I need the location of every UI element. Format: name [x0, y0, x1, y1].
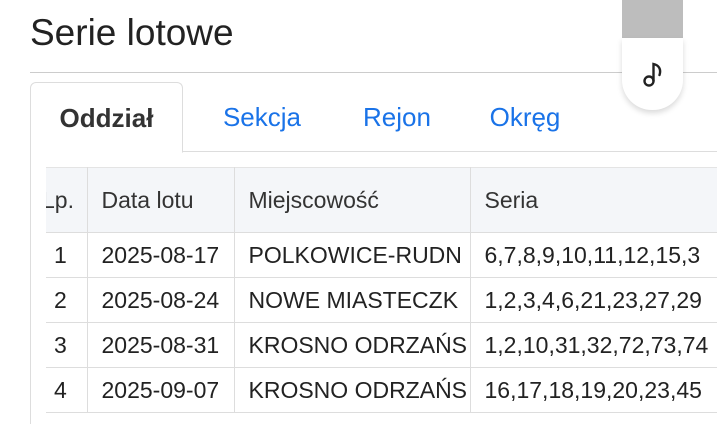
- series-cell: 16,17,18,19,20,23,45: [470, 367, 717, 413]
- floating-media-widget[interactable]: [622, 0, 683, 110]
- tab-okreg[interactable]: Okręg: [489, 102, 561, 132]
- music-button[interactable]: [622, 38, 683, 110]
- table-header-row: Lp. Data lotu Miejscowość Seria: [46, 167, 717, 233]
- column-header-lp[interactable]: Lp.: [46, 167, 88, 233]
- tab-panel: Lp. Data lotu Miejscowość Seria 12025-08…: [30, 152, 717, 424]
- tab-oddzial[interactable]: Oddział: [30, 82, 183, 153]
- row-number-cell: 4: [46, 367, 88, 413]
- flight-date-cell: 2025-08-31: [87, 322, 235, 368]
- widget-handle[interactable]: [622, 0, 683, 38]
- flight-series-table: Lp. Data lotu Miejscowość Seria 12025-08…: [46, 167, 717, 413]
- location-cell: POLKOWICE-RUDN: [234, 232, 471, 278]
- flight-date-cell: 2025-09-07: [87, 367, 235, 413]
- tab-sekcja[interactable]: Sekcja: [222, 102, 302, 132]
- series-cell: 6,7,8,9,10,11,12,15,3: [470, 232, 717, 278]
- series-cell: 1,2,10,31,32,72,73,74: [470, 322, 717, 368]
- table-row[interactable]: 1 2025-08-17 POLKOWICE-RUDN 6,7,8,9,10,11,1…: [46, 232, 717, 278]
- row-number-cell: 2: [46, 277, 88, 323]
- divider: [30, 72, 717, 73]
- flight-date-cell: 2025-08-17: [87, 232, 235, 278]
- page-title: Serie lotowe: [30, 12, 234, 53]
- flight-date-cell: 2025-08-24: [87, 277, 235, 323]
- row-number-cell: 3: [46, 322, 88, 368]
- location-cell: NOWE MIASTECZK: [234, 277, 471, 323]
- tab-rejon[interactable]: Rejon: [363, 102, 431, 132]
- table-row[interactable]: 2 2025-08-24 NOWE MIASTECZK 1,2,3,4,6,21,23…: [46, 277, 717, 323]
- series-cell: 1,2,3,4,6,21,23,27,29: [470, 277, 717, 323]
- table-row[interactable]: 3 2025-08-31 KROSNO ODRZAŃS 1,2,10,31,32,72…: [46, 322, 717, 368]
- row-number-cell: 1: [46, 232, 88, 278]
- table-row[interactable]: 4 2025-09-07 KROSNO ODRZAŃS 16,17,18,19,20,…: [46, 367, 717, 413]
- column-header-date[interactable]: Data lotu: [87, 167, 235, 233]
- music-note-icon: [642, 62, 661, 87]
- tab-bar: Oddział Sekcja Rejon Okręg: [30, 82, 717, 153]
- location-cell: KROSNO ODRZAŃS: [234, 367, 471, 413]
- column-header-series[interactable]: Seria: [470, 167, 717, 233]
- location-cell: KROSNO ODRZAŃS: [234, 322, 471, 368]
- column-header-location[interactable]: Miejscowość: [234, 167, 471, 233]
